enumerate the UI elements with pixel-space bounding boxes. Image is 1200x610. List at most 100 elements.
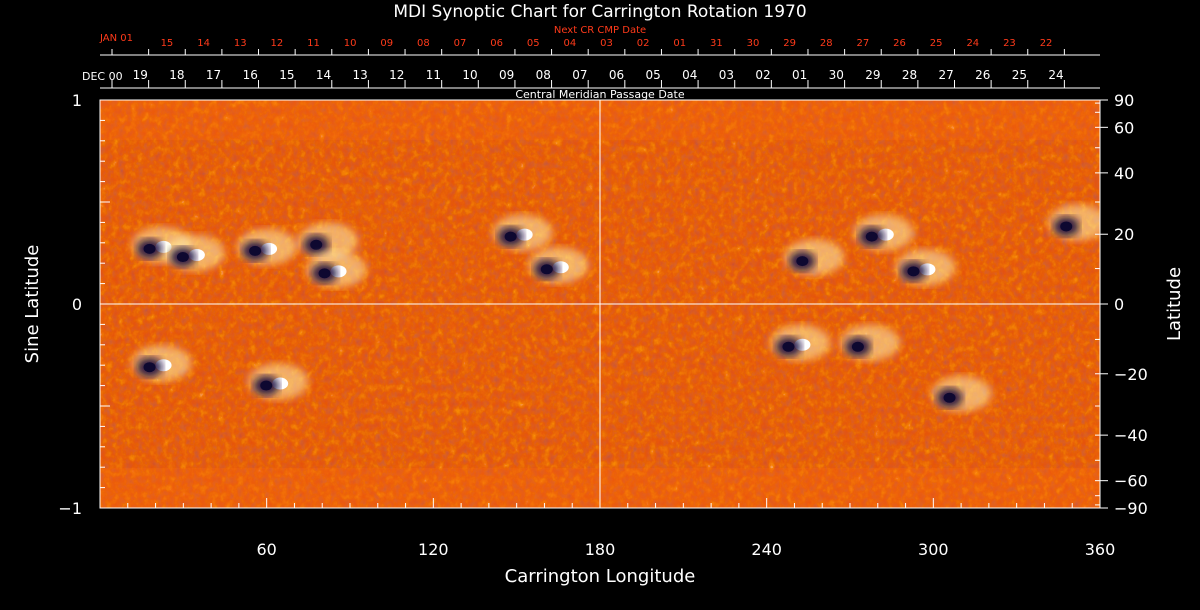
- x-tick-label: 60: [256, 540, 276, 559]
- next-cr-date-label: 01: [673, 38, 686, 49]
- cmp-date-label: 04: [682, 68, 697, 82]
- latitude-tick-label: 40: [1114, 164, 1134, 183]
- next-cr-date-label: 23: [1003, 38, 1016, 49]
- next-cr-date-label: 07: [454, 38, 467, 49]
- next-cr-axis-label: Next CR CMP Date: [554, 25, 646, 36]
- cmp-date-label: 15: [279, 68, 294, 82]
- cmp-date-label: 13: [352, 68, 367, 82]
- latitude-tick-label: 0: [1114, 295, 1124, 314]
- active-region: [248, 363, 309, 400]
- active-region: [492, 214, 553, 251]
- spot-core: [907, 266, 920, 277]
- spot-core: [143, 243, 156, 254]
- active-region: [784, 239, 845, 276]
- cmp-date-label: 08: [536, 68, 551, 82]
- cmp-date-label: 03: [719, 68, 734, 82]
- x-axis: 60 120 180 240 300 360: [127, 498, 1116, 559]
- active-region: [895, 249, 956, 286]
- next-cr-date-label: 31: [710, 38, 723, 49]
- x-axis-label: Carrington Longitude: [505, 566, 696, 587]
- cmp-date-label: 12: [389, 68, 404, 82]
- next-cr-date-label: 06: [490, 38, 503, 49]
- active-region: [237, 228, 298, 265]
- active-region: [931, 375, 992, 412]
- x-tick-label: 180: [585, 540, 616, 559]
- next-cr-date-label: 28: [820, 38, 833, 49]
- spot-core: [249, 245, 262, 256]
- next-cr-date-label: 30: [747, 38, 760, 49]
- spot-core: [143, 362, 156, 373]
- next-cr-date-label: 10: [344, 38, 357, 49]
- top-axis-title: Central Meridian Passage Date: [515, 88, 684, 101]
- next-cr-date-label: 15: [161, 38, 174, 49]
- spot-core: [796, 256, 809, 267]
- y-axis-left: 1 0 −1: [58, 91, 110, 518]
- spot-core: [943, 392, 956, 403]
- cmp-start-label: DEC 00: [82, 70, 123, 83]
- next-cr-start-label: JAN 01: [99, 33, 133, 44]
- y-axis-label-right: Latitude: [1164, 267, 1185, 341]
- cmp-date-label: 09: [499, 68, 514, 82]
- cmp-date-label: 11: [426, 68, 441, 82]
- spot-core: [1060, 221, 1073, 232]
- next-cr-date-label: 12: [270, 38, 283, 49]
- next-cr-date-label: 13: [234, 38, 247, 49]
- active-region: [770, 324, 831, 361]
- spot-core: [260, 380, 273, 391]
- latitude-tick-label: −20: [1114, 365, 1148, 384]
- next-cr-date-label: 09: [380, 38, 393, 49]
- next-cr-date-label: 05: [527, 38, 540, 49]
- latitude-tick-label: −60: [1114, 472, 1148, 491]
- cmp-date-label: 26: [975, 68, 990, 82]
- active-region: [298, 222, 359, 259]
- next-cr-date-label: 22: [1040, 38, 1053, 49]
- next-cr-date-label: 24: [966, 38, 979, 49]
- cmp-date-label: 17: [206, 68, 221, 82]
- cmp-date-label: 14: [316, 68, 331, 82]
- top-date-axis: 19 18 17 16 15 14 13 12 11 10 09 08 07 06 05 04 03 02 01 30…: [82, 25, 1100, 101]
- next-cr-date-label: 14: [197, 38, 210, 49]
- active-region: [839, 324, 900, 361]
- next-cr-date-label: 08: [417, 38, 430, 49]
- cmp-date-label: 05: [645, 68, 660, 82]
- active-region: [1048, 204, 1100, 241]
- next-cr-date-label: 29: [783, 38, 796, 49]
- spot-core: [176, 252, 189, 263]
- y-tick-label: 1: [72, 91, 82, 110]
- next-cr-date-label: 25: [930, 38, 943, 49]
- next-cr-date-label: 11: [307, 38, 320, 49]
- latitude-tick-label: −90: [1114, 499, 1148, 518]
- latitude-tick-label: 60: [1114, 118, 1134, 137]
- cmp-date-label: 18: [169, 68, 184, 82]
- cmp-date-label: 28: [902, 68, 917, 82]
- x-tick-label: 360: [1085, 540, 1116, 559]
- y-axis-right: 90 60 40 20 0 −20 −40 −60 −90: [1095, 91, 1148, 518]
- cmp-date-label: 27: [939, 68, 954, 82]
- x-tick-label: 240: [751, 540, 782, 559]
- spot-core: [865, 231, 878, 242]
- chart-title: MDI Synoptic Chart for Carrington Rotati…: [393, 2, 806, 22]
- cmp-date-label: 06: [609, 68, 624, 82]
- y-tick-label: 0: [72, 295, 82, 314]
- spot-core: [540, 264, 553, 275]
- latitude-tick-label: −40: [1114, 426, 1148, 445]
- spot-core: [851, 341, 864, 352]
- active-region: [131, 345, 192, 382]
- cmp-date-label: 16: [243, 68, 258, 82]
- spot-core: [782, 341, 795, 352]
- plot-area: [100, 100, 1100, 508]
- y-axis-label-left: Sine Latitude: [22, 245, 43, 364]
- active-region: [528, 247, 589, 284]
- cmp-date-label: 29: [865, 68, 880, 82]
- latitude-tick-label: 20: [1114, 225, 1134, 244]
- next-cr-date-label: 04: [564, 38, 577, 49]
- latitude-tick-label: 90: [1114, 91, 1134, 110]
- next-cr-date-label: 27: [857, 38, 870, 49]
- active-region: [306, 251, 367, 288]
- active-region: [853, 214, 914, 251]
- x-tick-label: 120: [418, 540, 449, 559]
- cmp-date-label: 24: [1048, 68, 1063, 82]
- cmp-date-label: 02: [755, 68, 770, 82]
- spot-core: [310, 239, 323, 250]
